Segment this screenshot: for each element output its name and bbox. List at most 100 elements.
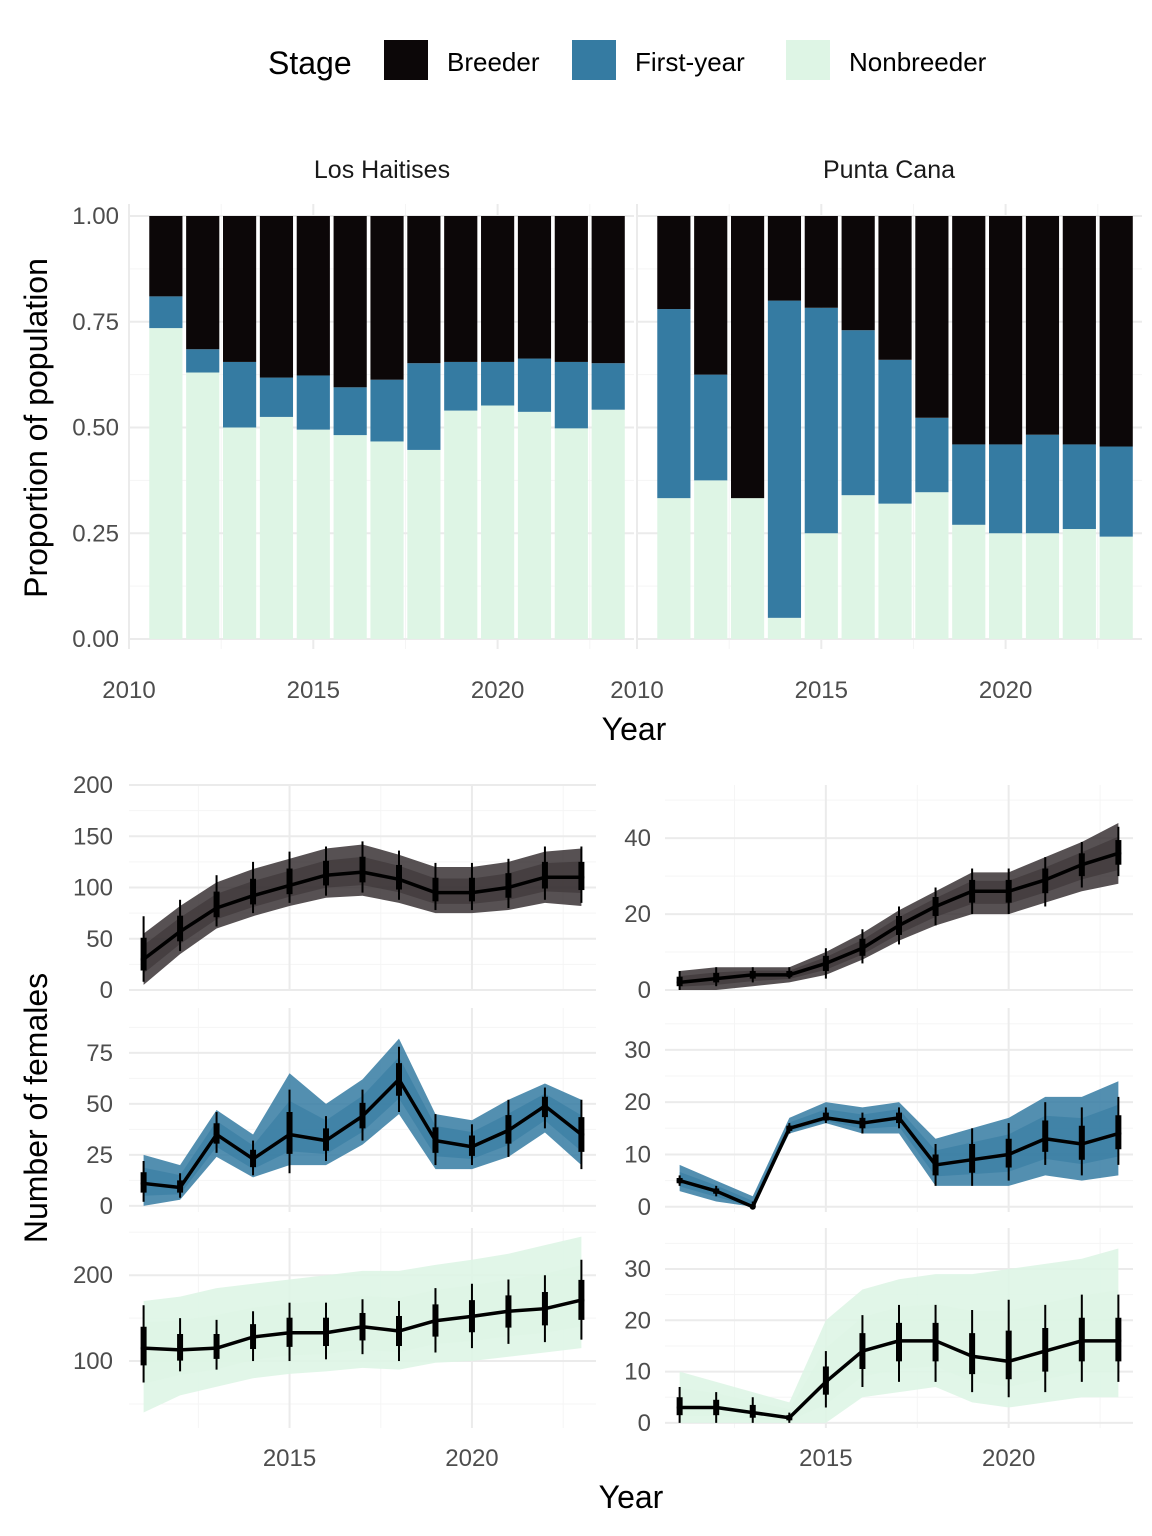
- bar-breeder: [915, 216, 949, 418]
- median-point: [896, 1114, 902, 1121]
- bar-nonbreeder: [767, 617, 802, 639]
- bar-breeder: [841, 216, 875, 331]
- median-point: [505, 884, 512, 891]
- median-point: [1042, 1348, 1049, 1355]
- bar-breeder: [517, 216, 552, 359]
- y-tick-label: 200: [73, 1262, 113, 1289]
- bar-nonbreeder: [259, 416, 294, 639]
- median-point: [822, 1114, 829, 1121]
- y-tick-label: 20: [624, 901, 651, 928]
- x-tick-label: 2015: [795, 677, 848, 704]
- count-panel-los-haitises-breeder: 0 50 100 150 200: [73, 772, 596, 1004]
- median-point: [578, 874, 585, 881]
- y-tick-label: 0: [638, 977, 651, 1004]
- bar-breeder: [730, 216, 765, 499]
- top-x-axis-title: Year: [602, 711, 667, 747]
- median-point: [323, 1137, 330, 1144]
- median-point: [177, 928, 184, 935]
- y-tick-label: 0.25: [72, 520, 119, 547]
- bar-first-year: [989, 444, 1023, 534]
- median-point: [359, 1323, 366, 1330]
- bar-first-year: [657, 309, 691, 499]
- bar-nonbreeder: [694, 480, 728, 639]
- legend-key-breeder: [384, 40, 428, 80]
- median-point: [578, 1297, 585, 1304]
- y-tick-label: 0: [100, 977, 113, 1004]
- bar-breeder: [1025, 216, 1060, 435]
- bar-nonbreeder: [222, 427, 257, 639]
- median-point: [1005, 1151, 1012, 1158]
- bar-first-year: [407, 363, 441, 450]
- median-point: [822, 1378, 829, 1385]
- bar-first-year: [444, 361, 478, 411]
- median-point: [676, 1404, 683, 1411]
- bar-nonbreeder: [1062, 529, 1096, 639]
- y-tick-label: 0: [638, 1410, 651, 1437]
- bar-breeder: [186, 216, 220, 350]
- median-point: [859, 945, 866, 952]
- y-tick-label: 30: [624, 1037, 651, 1064]
- median-point: [213, 1131, 220, 1138]
- median-point: [432, 1317, 439, 1324]
- median-point: [1078, 1337, 1085, 1344]
- x-tick-label: 2020: [471, 677, 524, 704]
- legend-key-nonbreeder: [786, 40, 830, 80]
- median-point: [541, 874, 548, 881]
- legend-label-first-year: First-year: [635, 47, 745, 77]
- median-point: [749, 1203, 756, 1210]
- y-tick-label: 10: [624, 1141, 651, 1168]
- y-tick-label: 0.75: [72, 309, 119, 336]
- bar-first-year: [296, 375, 330, 430]
- median-point: [932, 903, 939, 910]
- bar-breeder: [989, 216, 1023, 445]
- bar-nonbreeder: [370, 441, 404, 639]
- y-tick-label: 50: [86, 926, 113, 953]
- median-point: [432, 889, 439, 896]
- y-tick-label: 0: [638, 1194, 651, 1221]
- bar-breeder: [333, 216, 367, 388]
- bar-nonbreeder: [296, 429, 330, 639]
- median-point: [505, 1127, 512, 1134]
- median-point: [140, 956, 147, 963]
- median-point: [749, 1409, 756, 1416]
- median-point: [1115, 1130, 1122, 1137]
- median-point: [676, 1177, 683, 1184]
- bar-nonbreeder: [517, 411, 552, 639]
- bar-breeder: [952, 216, 986, 445]
- median-point: [896, 1337, 902, 1344]
- median-point: [432, 1137, 439, 1144]
- bar-breeder: [878, 216, 912, 360]
- x-tick-label: 2020: [982, 1445, 1035, 1472]
- bar-first-year: [591, 363, 625, 410]
- y-tick-label: 20: [624, 1089, 651, 1116]
- y-tick-label: 200: [73, 772, 113, 799]
- median-point: [395, 876, 402, 883]
- count-panel-punta-cana-first-year: 0 10 20 30: [624, 1008, 1133, 1221]
- x-tick-label: 2020: [445, 1445, 498, 1472]
- bar-breeder: [1099, 216, 1133, 447]
- median-point: [1005, 1358, 1012, 1365]
- bar-first-year: [554, 361, 588, 429]
- median-point: [286, 1131, 293, 1138]
- median-point: [713, 975, 720, 982]
- median-point: [969, 1353, 976, 1360]
- top-y-axis-title: Proportion of population: [18, 258, 54, 598]
- median-point: [786, 971, 793, 978]
- median-point: [932, 1337, 939, 1344]
- bar-first-year: [1025, 434, 1060, 534]
- bar-nonbreeder: [149, 328, 183, 639]
- bar-breeder: [444, 216, 478, 362]
- median-point: [140, 1180, 147, 1187]
- count-panel-los-haitises-first-year: 0 25 50 75: [86, 1008, 596, 1220]
- bar-nonbreeder: [481, 405, 515, 639]
- count-panel-punta-cana-nonbreeder: 0 10 20 30 2015 2020: [624, 1228, 1133, 1472]
- median-point: [786, 1414, 793, 1421]
- bar-breeder: [222, 216, 257, 362]
- median-point: [896, 922, 902, 929]
- bar-first-year: [370, 379, 404, 442]
- x-tick-label: 2015: [263, 1445, 316, 1472]
- median-point: [859, 1120, 866, 1127]
- bottom-y-axis-title: Number of females: [18, 973, 54, 1243]
- y-tick-label: 10: [624, 1359, 651, 1386]
- median-point: [1115, 1337, 1122, 1344]
